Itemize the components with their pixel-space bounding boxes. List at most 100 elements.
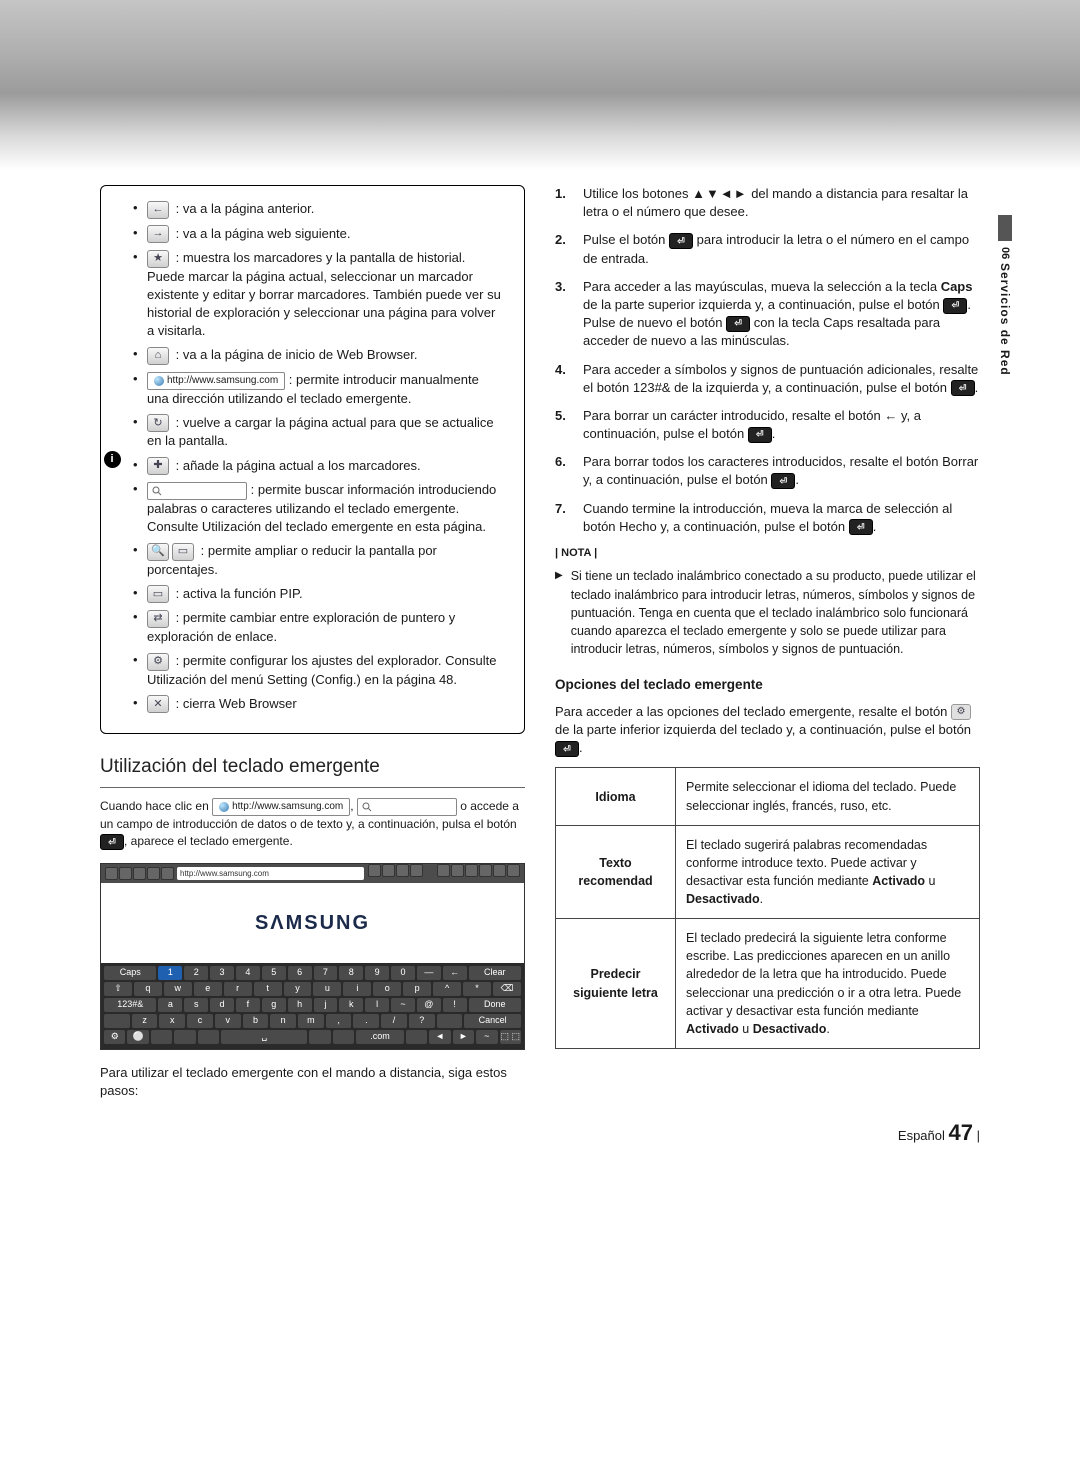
- step-text: Para borrar todos los caracteres introdu…: [583, 453, 980, 489]
- page-footer: Español 47 |: [0, 1100, 1080, 1146]
- keyboard-key: [104, 1014, 130, 1028]
- keyboard-key: q: [134, 982, 162, 996]
- keyboard-key: h: [288, 998, 312, 1012]
- zoom-out-icon: 🔍: [147, 543, 169, 561]
- panel-item-text: ⌂ : va a la página de inicio de Web Brow…: [147, 346, 417, 365]
- steps-list: 1. Utilice los botones ▲▼◄► del mando a d…: [555, 185, 980, 536]
- keyboard-key: 9: [365, 966, 389, 980]
- step-text: Para acceder a símbolos y signos de punt…: [583, 361, 980, 397]
- step-text: Cuando termine la introducción, mueva la…: [583, 500, 980, 536]
- keyboard-key: ?: [409, 1014, 435, 1028]
- step-number: 3.: [555, 278, 573, 296]
- option-description: Permite seleccionar el idioma del teclad…: [676, 768, 980, 825]
- panel-item-text: ✕ : cierra Web Browser: [147, 695, 297, 714]
- keyboard-key: 5: [262, 966, 286, 980]
- step-text: Pulse el botón ⏎ para introducir la letr…: [583, 231, 980, 267]
- panel-item-text: ⇄ : permite cambiar entre exploración de…: [147, 609, 504, 646]
- keyboard-key: c: [187, 1014, 213, 1028]
- keyboard-key: v: [215, 1014, 241, 1028]
- keyboard-key: Cancel: [464, 1014, 521, 1028]
- keyboard-key: f: [236, 998, 260, 1012]
- step-text: Para borrar un carácter introducido, res…: [583, 407, 980, 443]
- keyboard-key: p: [403, 982, 431, 996]
- gear-button-icon: ⚙: [951, 704, 971, 720]
- keyboard-key: ⌫: [493, 982, 521, 996]
- enter-button-icon: ⏎: [555, 741, 579, 757]
- after-figure-paragraph: Para utilizar el teclado emergente con e…: [100, 1064, 525, 1100]
- keyboard-key: d: [210, 998, 234, 1012]
- keyboard-key: r: [224, 982, 252, 996]
- step-number: 5.: [555, 407, 573, 425]
- pointer-icon: ⇄: [147, 610, 169, 628]
- keyboard-key: [406, 1030, 427, 1044]
- enter-button-icon: ⏎: [100, 834, 124, 850]
- reload-icon: ↻: [147, 414, 169, 432]
- keyboard-key: !: [443, 998, 467, 1012]
- keyboard-key: ←: [443, 966, 467, 980]
- enter-button-icon: ⏎: [726, 316, 750, 332]
- search-box-inline: [357, 798, 457, 816]
- keyboard-key: k: [339, 998, 363, 1012]
- zoom-in-icon: ▭: [172, 543, 194, 561]
- step-number: 6.: [555, 453, 573, 471]
- keyboard-key: t: [254, 982, 282, 996]
- url-box-inline: http://www.samsung.com: [212, 798, 350, 816]
- keyboard-key: j: [314, 998, 338, 1012]
- keyboard-key: b: [243, 1014, 269, 1028]
- keyboard-key: 6: [288, 966, 312, 980]
- keyboard-key: a: [158, 998, 182, 1012]
- option-description: El teclado sugerirá palabras recomendada…: [676, 825, 980, 919]
- sub-intro: Para acceder a las opciones del teclado …: [555, 703, 980, 758]
- keyboard-key: g: [262, 998, 286, 1012]
- keyboard-key: ⇧: [104, 982, 132, 996]
- panel-item-text: : permite buscar información introducien…: [147, 481, 504, 536]
- keyboard-key: ~: [391, 998, 415, 1012]
- option-label: Predecir siguiente letra: [556, 919, 676, 1049]
- option-description: El teclado predecirá la siguiente letra …: [676, 919, 980, 1049]
- panel-item-text: ↻ : vuelve a cargar la página actual par…: [147, 414, 504, 451]
- keyboard-key: Done: [469, 998, 521, 1012]
- keyboard-key: Clear: [469, 966, 521, 980]
- keyboard-key: e: [194, 982, 222, 996]
- keyboard-key: Caps: [104, 966, 156, 980]
- keyboard-key: —: [417, 966, 441, 980]
- keyboard-key: 123#&: [104, 998, 156, 1012]
- step-number: 1.: [555, 185, 573, 203]
- keyboard-key: .com: [356, 1030, 403, 1044]
- step-number: 7.: [555, 500, 573, 518]
- keyboard-key: [309, 1030, 330, 1044]
- forward-icon: →: [147, 225, 169, 243]
- keyboard-key: ⚪: [127, 1030, 148, 1044]
- step-text: Para acceder a las mayúsculas, mueva la …: [583, 278, 980, 351]
- keyboard-key: ⚙: [104, 1030, 125, 1044]
- keyboard-key: n: [270, 1014, 296, 1028]
- keyboard-key: o: [373, 982, 401, 996]
- keyboard-key: l: [365, 998, 389, 1012]
- enter-button-icon: ⏎: [849, 519, 873, 535]
- intro-paragraph: Cuando hace clic en http://www.samsung.c…: [100, 798, 525, 851]
- keyboard-key: ~: [476, 1030, 497, 1044]
- pip-icon: ▭: [147, 585, 169, 603]
- keyboard-key: s: [184, 998, 208, 1012]
- keyboard-key: w: [164, 982, 192, 996]
- step-text: Utilice los botones ▲▼◄► del mando a dis…: [583, 185, 980, 221]
- keyboard-figure: http://www.samsung.com SΛMSUNG Caps12345…: [100, 863, 525, 1050]
- control-panel-help: i •← : va a la página anterior.•→ : va a…: [100, 185, 525, 734]
- keyboard-key: ⬚ ⬚: [500, 1030, 521, 1044]
- keyboard-key: 0: [391, 966, 415, 980]
- keyboard-key: u: [313, 982, 341, 996]
- panel-item-text: ← : va a la página anterior.: [147, 200, 314, 219]
- option-label: Idioma: [556, 768, 676, 825]
- panel-item-text: 🔍▭ : permite ampliar o reducir la pantal…: [147, 542, 504, 579]
- samsung-logo: SΛMSUNG: [255, 909, 370, 937]
- keyboard-key: [198, 1030, 219, 1044]
- keyboard-key: /: [381, 1014, 407, 1028]
- search-box: [147, 482, 247, 500]
- back-icon: ←: [147, 201, 169, 219]
- keyboard-key: ◄: [429, 1030, 450, 1044]
- panel-item-text: → : va a la página web siguiente.: [147, 225, 351, 244]
- keyboard-key: y: [284, 982, 312, 996]
- chapter-number: 06: [999, 247, 1011, 259]
- info-badge-icon: i: [104, 451, 121, 468]
- page-header-gradient: [0, 0, 1080, 170]
